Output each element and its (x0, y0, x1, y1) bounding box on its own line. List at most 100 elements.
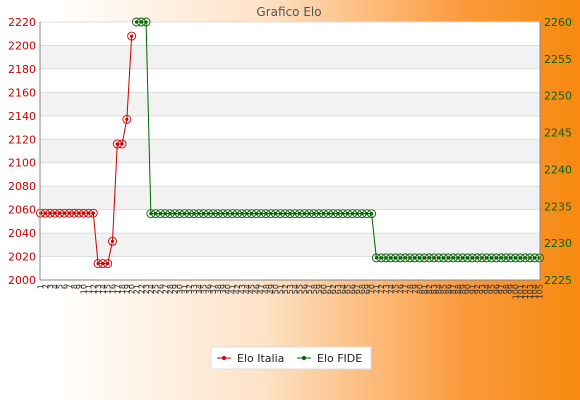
legend-marker-fide-dot (302, 356, 306, 360)
data-point (88, 208, 98, 218)
left-tick-label: 2120 (8, 133, 36, 146)
legend-label-italia: Elo Italia (237, 352, 284, 365)
x-tick-label: 93 (478, 284, 487, 294)
data-point (108, 236, 117, 246)
x-tick-label: 13 (94, 284, 103, 294)
x-tick-label: 79 (411, 284, 420, 294)
x-tick-label: 2 (41, 284, 50, 289)
data-point-center (110, 239, 115, 243)
data-point (367, 209, 377, 219)
legend: Elo Italia Elo FIDE (210, 346, 372, 370)
x-tick-label: 23 (142, 284, 151, 294)
x-tick-label: 70 (368, 284, 377, 294)
x-tick-label: 41 (228, 284, 237, 294)
x-tick-label: 34 (195, 284, 204, 294)
x-tick-label: 98 (502, 284, 511, 294)
legend-marker-italia-dot (222, 356, 226, 360)
x-tick-label: 47 (257, 284, 266, 294)
x-tick-label: 14 (99, 284, 108, 294)
data-point-center (106, 261, 110, 266)
grid-band (40, 45, 540, 69)
x-tick-label: 60 (320, 284, 329, 294)
grid-bands (40, 45, 540, 257)
data-point-center (369, 212, 374, 216)
right-tick-label: 2245 (544, 127, 572, 140)
x-tick-label: 88 (454, 284, 463, 294)
left-tick-label: 2180 (8, 63, 36, 76)
x-tick-label: 85 (440, 284, 449, 294)
legend-box (210, 346, 372, 370)
x-tick-label: 33 (190, 284, 199, 294)
x-tick-label: 17 (113, 284, 122, 294)
x-tick-label: 6 (60, 284, 69, 289)
x-tick-label: 32 (185, 284, 194, 294)
x-tick-label: 9 (75, 284, 84, 289)
x-tick-label: 78 (406, 284, 415, 294)
x-tick-label: 91 (468, 284, 477, 294)
left-tick-label: 2200 (8, 39, 36, 52)
x-tick-label: 35 (200, 284, 209, 294)
left-tick-label: 2080 (8, 180, 36, 193)
x-tick-label: 103 (526, 284, 535, 299)
x-tick-label: 101 (516, 284, 525, 299)
x-tick-label: 50 (272, 284, 281, 294)
x-tick-label: 95 (488, 284, 497, 294)
x-tick-label: 84 (435, 284, 444, 294)
x-tick-label: 66 (348, 284, 357, 294)
x-tick-label: 99 (507, 284, 516, 294)
x-tick-label: 20 (128, 284, 137, 294)
x-tick-label: 7 (65, 284, 74, 289)
left-tick-label: 2160 (8, 86, 36, 99)
x-tick-label: 31 (180, 284, 189, 294)
x-tick-label: 68 (358, 284, 367, 294)
x-tick-label: 96 (492, 284, 501, 294)
x-tick-label: 3 (46, 284, 55, 289)
x-tick-label: 30 (176, 284, 185, 294)
x-tick-label: 44 (243, 284, 252, 294)
x-tick-label: 12 (89, 284, 98, 294)
x-tick-label: 27 (161, 284, 170, 294)
data-point-center (125, 117, 129, 121)
x-tick-label: 53 (286, 284, 295, 294)
x-tick-label: 80 (416, 284, 425, 294)
x-tick-label: 16 (108, 284, 117, 294)
x-tick-label: 57 (305, 284, 314, 294)
x-tick-label: 43 (238, 284, 247, 294)
x-tick-label: 63 (334, 284, 343, 294)
x-tick-label: 24 (147, 284, 156, 294)
data-point (141, 17, 151, 27)
x-tick-label: 76 (396, 284, 405, 294)
grid-band (40, 233, 540, 257)
x-tick-label: 29 (171, 284, 180, 294)
x-tick-label: 46 (252, 284, 261, 294)
x-tick-label: 26 (156, 284, 165, 294)
x-tick-label: 67 (353, 284, 362, 294)
right-tick-label: 2235 (544, 200, 572, 213)
x-tick-label: 37 (209, 284, 218, 294)
x-tick-label: 11 (84, 284, 93, 294)
data-point-center (91, 211, 95, 215)
x-tick-label: 90 (464, 284, 473, 294)
x-tick-label: 38 (214, 284, 223, 294)
x-tick-label: 28 (166, 284, 175, 294)
right-tick-label: 2255 (544, 53, 572, 66)
x-axis: 1234567891011121314151617181920212223242… (37, 284, 545, 299)
left-axis: 2000 2020 2040 2060 2080 2100 2120 2140 2160 2180… (8, 16, 36, 287)
x-tick-label: 48 (262, 284, 271, 294)
left-tick-label: 2000 (8, 274, 36, 287)
series-elo-fide (132, 17, 544, 263)
left-tick-label: 2020 (8, 251, 36, 264)
x-tick-label: 19 (123, 284, 132, 294)
data-point (127, 31, 137, 41)
x-tick-label: 45 (248, 284, 257, 294)
x-tick-label: 5 (56, 284, 65, 289)
x-tick-label: 42 (233, 284, 242, 294)
x-tick-label: 75 (392, 284, 401, 294)
legend-label-fide: Elo FIDE (317, 352, 362, 365)
x-tick-label: 77 (401, 284, 410, 294)
data-point (122, 114, 132, 124)
x-tick-label: 92 (473, 284, 482, 294)
x-tick-label: 36 (204, 284, 213, 294)
right-tick-label: 2240 (544, 163, 572, 176)
x-tick-label: 64 (339, 284, 348, 294)
